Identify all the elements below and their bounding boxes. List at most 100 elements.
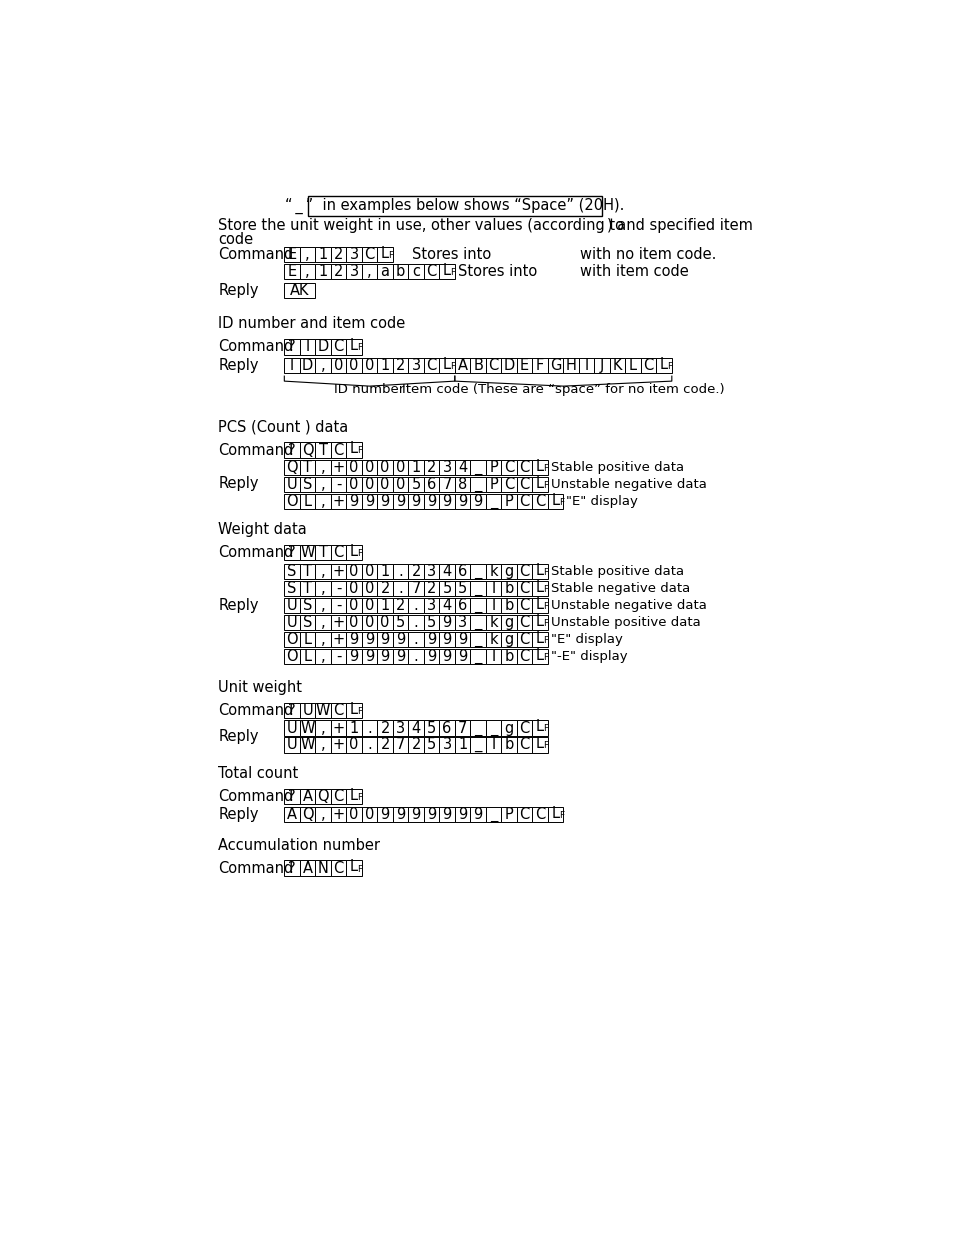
FancyBboxPatch shape [439, 615, 455, 630]
Text: 9: 9 [442, 615, 451, 630]
FancyBboxPatch shape [284, 442, 299, 458]
FancyBboxPatch shape [500, 564, 517, 579]
Text: _: _ [474, 477, 481, 493]
FancyBboxPatch shape [393, 580, 408, 597]
FancyBboxPatch shape [346, 648, 361, 664]
FancyBboxPatch shape [346, 442, 361, 458]
FancyBboxPatch shape [331, 806, 346, 823]
Text: A: A [287, 806, 296, 821]
Text: A: A [302, 861, 313, 876]
Text: 0: 0 [349, 477, 358, 493]
Text: b: b [504, 598, 513, 613]
Text: ,: , [320, 737, 325, 752]
Text: 8: 8 [457, 477, 467, 493]
Text: 3: 3 [442, 461, 451, 475]
Text: E: E [287, 264, 296, 279]
Text: b: b [504, 582, 513, 597]
Text: C: C [334, 545, 343, 559]
Text: 6: 6 [457, 598, 467, 613]
Text: F: F [543, 585, 548, 594]
Text: 0: 0 [349, 582, 358, 597]
FancyBboxPatch shape [377, 477, 393, 493]
Text: 9: 9 [349, 494, 358, 509]
FancyBboxPatch shape [439, 461, 455, 475]
Text: 9: 9 [395, 806, 405, 821]
Text: Reply: Reply [218, 283, 258, 298]
Text: L: L [303, 494, 312, 509]
Text: B: B [473, 358, 482, 373]
FancyBboxPatch shape [423, 580, 439, 597]
FancyBboxPatch shape [284, 806, 299, 823]
Text: L: L [350, 441, 357, 457]
Text: F: F [388, 251, 393, 259]
Text: a: a [380, 264, 389, 279]
Text: 0: 0 [349, 461, 358, 475]
Text: C: C [518, 582, 529, 597]
FancyBboxPatch shape [578, 358, 594, 373]
FancyBboxPatch shape [423, 358, 439, 373]
Text: +: + [333, 806, 344, 821]
FancyBboxPatch shape [517, 580, 532, 597]
Text: S: S [287, 564, 296, 579]
FancyBboxPatch shape [315, 477, 331, 493]
Text: P: P [504, 494, 513, 509]
Text: L: L [350, 860, 357, 874]
Text: 9: 9 [365, 494, 374, 509]
Text: 4: 4 [411, 720, 420, 736]
Text: K: K [612, 358, 621, 373]
Text: 0: 0 [364, 461, 374, 475]
Text: AK: AK [290, 283, 310, 298]
FancyBboxPatch shape [331, 461, 346, 475]
Text: 5: 5 [395, 615, 405, 630]
FancyBboxPatch shape [594, 358, 609, 373]
FancyBboxPatch shape [346, 461, 361, 475]
Text: H: H [565, 358, 576, 373]
FancyBboxPatch shape [299, 806, 315, 823]
Text: _: _ [474, 615, 481, 630]
Text: 0: 0 [364, 477, 374, 493]
FancyBboxPatch shape [408, 598, 423, 614]
FancyBboxPatch shape [377, 720, 393, 736]
FancyBboxPatch shape [315, 703, 331, 718]
Text: .: . [367, 737, 372, 752]
Text: Q: Q [301, 442, 313, 457]
FancyBboxPatch shape [439, 358, 455, 373]
FancyBboxPatch shape [485, 564, 500, 579]
FancyBboxPatch shape [455, 615, 470, 630]
Text: 3: 3 [395, 720, 405, 736]
Text: Q: Q [317, 789, 329, 804]
Text: 5: 5 [427, 737, 436, 752]
FancyBboxPatch shape [423, 737, 439, 752]
Text: ,: , [320, 461, 325, 475]
Text: L: L [350, 788, 357, 803]
Text: 9: 9 [442, 494, 451, 509]
Text: F: F [357, 548, 362, 558]
FancyBboxPatch shape [346, 789, 361, 804]
FancyBboxPatch shape [284, 264, 299, 279]
FancyBboxPatch shape [346, 358, 361, 373]
Text: g: g [504, 632, 513, 647]
FancyBboxPatch shape [532, 648, 547, 664]
Text: C: C [518, 737, 529, 752]
Text: L: L [536, 647, 543, 663]
FancyBboxPatch shape [299, 358, 315, 373]
FancyBboxPatch shape [299, 703, 315, 718]
FancyBboxPatch shape [346, 580, 361, 597]
Text: O: O [286, 648, 297, 664]
FancyBboxPatch shape [547, 806, 562, 823]
FancyBboxPatch shape [439, 564, 455, 579]
FancyBboxPatch shape [299, 737, 315, 752]
Text: 7: 7 [457, 720, 467, 736]
FancyBboxPatch shape [485, 598, 500, 614]
Text: E: E [287, 247, 296, 262]
FancyBboxPatch shape [361, 461, 377, 475]
Text: .: . [414, 615, 418, 630]
FancyBboxPatch shape [346, 737, 361, 752]
Text: 4: 4 [442, 564, 451, 579]
Text: Command: Command [218, 247, 294, 262]
Text: Unstable positive data: Unstable positive data [550, 616, 700, 629]
Text: ?: ? [288, 442, 295, 457]
FancyBboxPatch shape [377, 580, 393, 597]
FancyBboxPatch shape [408, 461, 423, 475]
FancyBboxPatch shape [346, 861, 361, 876]
